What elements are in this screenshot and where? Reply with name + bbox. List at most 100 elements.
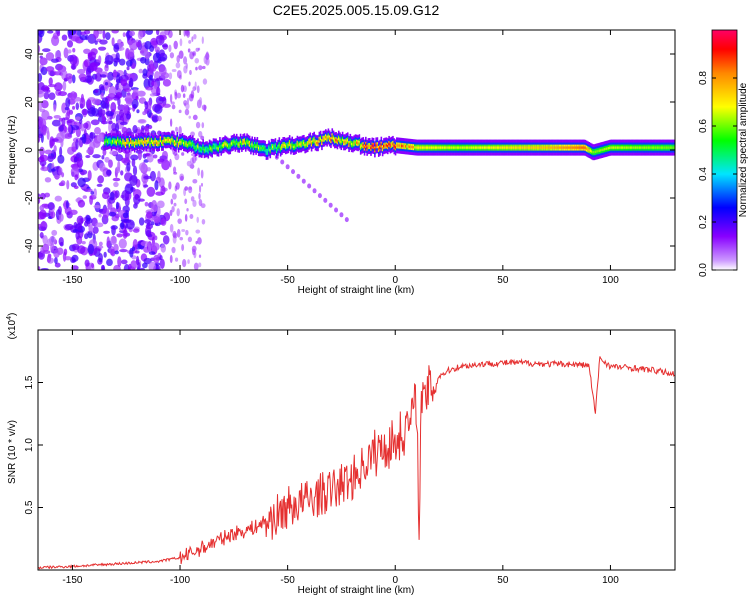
heatmap-noise-blob bbox=[98, 109, 106, 117]
heatmap-noise-blob bbox=[108, 120, 113, 125]
ridge-core bbox=[217, 147, 220, 150]
heatmap-noise-blob bbox=[196, 216, 199, 223]
heatmap-noise-blob bbox=[130, 154, 139, 161]
heatmap-noise-blob bbox=[39, 146, 45, 157]
heatmap-noise-blob bbox=[101, 265, 106, 270]
heatmap-noise-blob bbox=[201, 36, 204, 44]
ridge-core bbox=[234, 142, 237, 145]
heatmap-noise-blob bbox=[181, 228, 186, 232]
ridge-core bbox=[357, 141, 359, 145]
heatmap-noise-blob bbox=[162, 96, 167, 107]
ridge-core bbox=[427, 146, 429, 149]
heatmap-noise-blob bbox=[169, 118, 173, 127]
ridge-core bbox=[294, 145, 296, 148]
ridge-core bbox=[148, 139, 150, 142]
heatmap-noise-blob bbox=[53, 114, 61, 119]
heatmap-noise-blob bbox=[201, 122, 205, 129]
heatmap-noise-blob bbox=[162, 78, 171, 87]
ridge-core bbox=[517, 146, 520, 149]
heatmap-noise-blob bbox=[38, 30, 45, 38]
heatmap-noise-blob bbox=[122, 228, 128, 239]
heatmap-noise-blob bbox=[188, 40, 192, 44]
ridge-core bbox=[430, 146, 433, 149]
heatmap-noise-blob bbox=[184, 213, 188, 222]
ridge-core bbox=[229, 144, 232, 148]
ridge-core bbox=[135, 140, 137, 144]
ridge-core bbox=[550, 146, 553, 149]
ridge-core bbox=[120, 142, 123, 146]
heatmap-noise-blob bbox=[134, 250, 140, 254]
heatmap-noise-blob bbox=[111, 122, 117, 132]
ridge-core bbox=[584, 146, 587, 150]
heatmap-noise-blob bbox=[122, 32, 126, 38]
ridge-core bbox=[268, 147, 270, 150]
heatmap-noise-blob bbox=[199, 96, 203, 106]
ridge-core bbox=[394, 146, 397, 149]
ridge-core bbox=[405, 145, 407, 148]
heatmap-noise-blob bbox=[169, 223, 174, 233]
heatmap-streak-blob bbox=[334, 207, 339, 213]
ridge-core bbox=[446, 146, 448, 149]
heatmap-noise-blob bbox=[151, 211, 157, 217]
ridge-core bbox=[353, 142, 356, 145]
heatmap-noise-blob bbox=[145, 30, 154, 35]
ridge-core bbox=[109, 139, 111, 142]
heatmap-noise-blob bbox=[162, 103, 171, 108]
heatmap-noise-blob bbox=[73, 121, 77, 126]
heatmap-noise-blob bbox=[86, 99, 92, 109]
heatmap-noise-blob bbox=[138, 217, 145, 226]
ridge-core bbox=[398, 144, 401, 147]
heatmap-noise-blob bbox=[91, 108, 100, 117]
ridge-core bbox=[279, 147, 282, 150]
ridge-core bbox=[323, 137, 326, 140]
ridge-core bbox=[491, 146, 494, 149]
ridge-core bbox=[601, 148, 603, 152]
heatmap-noise-blob bbox=[179, 236, 184, 241]
snr-frame bbox=[37, 329, 676, 571]
ridge-core bbox=[503, 146, 505, 149]
ridge-core bbox=[658, 146, 660, 149]
ridge-core bbox=[352, 143, 354, 146]
heatmap-noise-blob bbox=[125, 219, 135, 230]
snr-y-ticks: 0.5 1.0 1.5 bbox=[24, 375, 675, 514]
heatmap-noise-blob bbox=[81, 133, 87, 144]
ridge-core bbox=[500, 146, 503, 149]
ridge-core bbox=[487, 146, 490, 149]
heatmap-noise-blob bbox=[122, 212, 129, 219]
ridge-core bbox=[467, 146, 469, 149]
ridge-core bbox=[336, 140, 339, 143]
ridge-core bbox=[299, 143, 301, 146]
ridge-core bbox=[401, 144, 403, 148]
heatmap-noise-blob bbox=[70, 166, 80, 178]
ridge-core bbox=[482, 146, 485, 149]
ridge-core bbox=[230, 142, 233, 145]
ridge-core bbox=[259, 147, 261, 150]
ridge-core bbox=[314, 141, 317, 144]
heatmap-noise-blob bbox=[186, 207, 189, 212]
ridge-core bbox=[591, 150, 593, 153]
ridge-core bbox=[349, 140, 352, 144]
ridge-core bbox=[184, 142, 186, 145]
heatmap-noise-blob bbox=[180, 84, 185, 93]
heatmap-noise-blob bbox=[71, 64, 76, 70]
ridge-core bbox=[492, 146, 495, 149]
spectrogram-heatmap bbox=[38, 30, 675, 270]
ridge-core bbox=[603, 148, 606, 151]
ridge-core bbox=[611, 146, 614, 149]
heatmap-noise-blob bbox=[139, 267, 146, 270]
ridge-core bbox=[131, 141, 133, 145]
heatmap-noise-blob bbox=[89, 61, 98, 72]
heatmap-noise-blob bbox=[80, 31, 87, 36]
ridge-core bbox=[344, 141, 346, 144]
ridge-core bbox=[455, 146, 458, 149]
heatmap-noise-blob bbox=[102, 30, 106, 40]
heatmap-noise-blob bbox=[144, 201, 149, 207]
ridge-core bbox=[646, 146, 649, 149]
x-tick-label: -50 bbox=[280, 575, 295, 586]
heatmap-noise-blob bbox=[113, 181, 119, 188]
ridge-core bbox=[128, 143, 131, 146]
heatmap-noise-blob bbox=[100, 92, 104, 100]
heatmap-noise-blob bbox=[66, 120, 73, 124]
ridge-core bbox=[381, 147, 384, 150]
ridge-core bbox=[273, 146, 275, 149]
